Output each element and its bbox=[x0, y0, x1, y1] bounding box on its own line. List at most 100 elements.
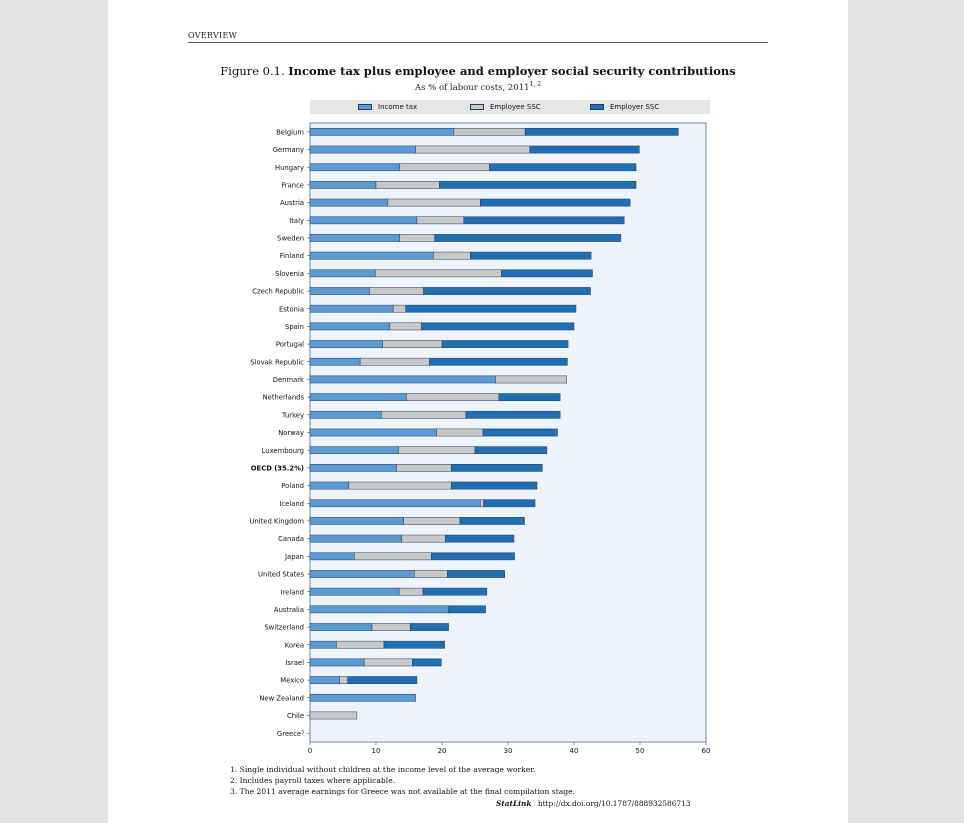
bar-switzerland-employer-ssc bbox=[410, 623, 449, 631]
x-tick-label: 40 bbox=[570, 747, 579, 755]
bar-switzerland-employee-ssc bbox=[371, 623, 411, 631]
figure-subtitle-sup: 1, 2 bbox=[529, 81, 542, 88]
bar-mexico-income-tax bbox=[309, 676, 340, 684]
y-tick-label: Norway bbox=[278, 429, 304, 437]
legend-item-income-tax: Income tax bbox=[358, 102, 417, 112]
bar-france-employee-ssc bbox=[375, 181, 440, 189]
y-tick-label: Chile bbox=[287, 712, 304, 720]
y-tick-label: Slovak Republic bbox=[250, 358, 304, 366]
statlink-url[interactable]: http://dx.doi.org/10.1787/888932586713 bbox=[537, 799, 691, 808]
bar-norway-employer-ssc bbox=[482, 428, 558, 437]
y-tick-label: Belgium bbox=[276, 128, 304, 136]
bar-switzerland-income-tax bbox=[309, 623, 373, 631]
x-tick-label: 20 bbox=[438, 747, 447, 755]
figure-title-line: Figure 0.1. Income tax plus employee and… bbox=[108, 64, 848, 78]
bar-spain-income-tax bbox=[309, 322, 391, 331]
bar-italy-employee-ssc bbox=[416, 216, 465, 225]
stacked-bar-chart: Belgium Germany Hungary France Austria Italy S… bbox=[249, 122, 710, 755]
legend-label-income-tax: Income tax bbox=[378, 103, 418, 111]
legend-swatch-employee-ssc bbox=[470, 104, 484, 110]
bar-poland-income-tax bbox=[309, 481, 350, 490]
bar-oecd-35-2-employer-ssc bbox=[450, 464, 543, 472]
y-tick-label: Denmark bbox=[273, 376, 304, 384]
y-tick-label: Netherlands bbox=[263, 394, 305, 402]
y-tick-label: Italy bbox=[289, 217, 304, 225]
bar-korea-income-tax bbox=[309, 640, 337, 649]
bar-iceland-employee-ssc bbox=[480, 499, 484, 508]
bar-sweden-employer-ssc bbox=[434, 234, 622, 242]
x-tick-label: 0 bbox=[308, 747, 312, 755]
bar-australia-income-tax bbox=[309, 605, 449, 614]
bar-spain-employer-ssc bbox=[421, 322, 575, 331]
bar-germany-employee-ssc bbox=[415, 145, 531, 154]
y-tick-label: Poland bbox=[281, 482, 304, 490]
bar-austria-employer-ssc bbox=[480, 198, 631, 207]
bar-portugal-employer-ssc bbox=[441, 340, 569, 348]
bar-france-employer-ssc bbox=[439, 181, 637, 189]
bar-slovenia-income-tax bbox=[309, 269, 376, 278]
bar-iceland-income-tax bbox=[309, 499, 481, 508]
bar-turkey-employer-ssc bbox=[465, 410, 561, 419]
legend-item-employer-ssc: Employer SSC bbox=[590, 102, 659, 112]
note-2: 2. Includes payroll taxes where applicab… bbox=[230, 776, 396, 785]
bar-mexico-employee-ssc bbox=[339, 676, 348, 684]
bar-portugal-income-tax bbox=[309, 340, 383, 348]
bar-ireland-income-tax bbox=[309, 587, 400, 596]
bar-germany-income-tax bbox=[309, 145, 416, 154]
bar-czech-republic-employer-ssc bbox=[423, 287, 591, 295]
bar-mexico-employer-ssc bbox=[347, 676, 418, 684]
y-tick-label-sup: 3 bbox=[301, 729, 304, 735]
bar-poland-employer-ssc bbox=[450, 481, 538, 490]
bar-slovak-republic-employer-ssc bbox=[429, 357, 568, 366]
bar-united-states-income-tax bbox=[309, 570, 415, 578]
bar-new-zealand-income-tax bbox=[309, 693, 416, 702]
note-3: 3. The 2011 average earnings for Greece … bbox=[230, 787, 576, 796]
section-header: OVERVIEW bbox=[188, 31, 238, 40]
legend-item-employee-ssc: Employee SSC bbox=[470, 102, 541, 112]
bar-turkey-employee-ssc bbox=[381, 410, 467, 419]
y-tick-label: Australia bbox=[274, 606, 304, 614]
x-tick-label: 50 bbox=[636, 747, 645, 755]
y-tick-label: Switzerland bbox=[264, 624, 304, 632]
bar-poland-employee-ssc bbox=[348, 481, 452, 490]
bar-chile-employee-ssc bbox=[309, 711, 358, 720]
bar-israel-income-tax bbox=[309, 658, 365, 667]
bar-oecd-35-2-income-tax bbox=[309, 464, 397, 472]
y-tick-label: France bbox=[281, 182, 304, 190]
y-tick-label: Czech Republic bbox=[252, 288, 304, 296]
legend-label-employee-ssc: Employee SSC bbox=[490, 103, 541, 111]
bar-slovenia-employee-ssc bbox=[375, 269, 502, 278]
y-tick-label: Greece3 bbox=[277, 729, 304, 738]
bar-austria-income-tax bbox=[309, 198, 389, 207]
x-tick-label: 10 bbox=[372, 747, 381, 755]
bar-iceland-employer-ssc bbox=[483, 499, 536, 508]
bar-hungary-employer-ssc bbox=[489, 163, 637, 172]
bar-japan-employer-ssc bbox=[431, 552, 515, 561]
y-tick-label: Israel bbox=[285, 659, 304, 667]
bar-netherlands-employer-ssc bbox=[498, 393, 561, 401]
y-tick-label: New Zealand bbox=[259, 694, 304, 702]
bar-slovak-republic-income-tax bbox=[309, 357, 361, 366]
bar-japan-employee-ssc bbox=[353, 552, 432, 561]
y-tick-label: Spain bbox=[285, 323, 304, 331]
y-tick-label: Estonia bbox=[279, 305, 304, 313]
bar-israel-employee-ssc bbox=[363, 658, 413, 667]
y-tick-label: Luxembourg bbox=[262, 447, 304, 455]
bar-canada-income-tax bbox=[309, 534, 402, 543]
y-tick-label: Canada bbox=[278, 535, 304, 543]
bar-czech-republic-employee-ssc bbox=[369, 287, 424, 295]
bar-france-income-tax bbox=[309, 181, 377, 189]
bar-united-states-employee-ssc bbox=[414, 570, 448, 578]
bar-japan-income-tax bbox=[309, 552, 355, 561]
y-tick-label: United Kingdom bbox=[249, 518, 304, 526]
bar-turkey-income-tax bbox=[309, 410, 382, 419]
header-rule bbox=[188, 42, 768, 43]
bar-portugal-employee-ssc bbox=[382, 340, 443, 348]
y-tick-label: Germany bbox=[273, 146, 304, 154]
report-page: OVERVIEW Figure 0.1. Income tax plus emp… bbox=[108, 0, 848, 823]
bar-hungary-employee-ssc bbox=[399, 163, 490, 172]
bar-korea-employee-ssc bbox=[336, 640, 385, 649]
y-tick-label: Hungary bbox=[275, 164, 304, 172]
bar-belgium-income-tax bbox=[309, 127, 455, 136]
bar-estonia-employer-ssc bbox=[405, 304, 577, 313]
